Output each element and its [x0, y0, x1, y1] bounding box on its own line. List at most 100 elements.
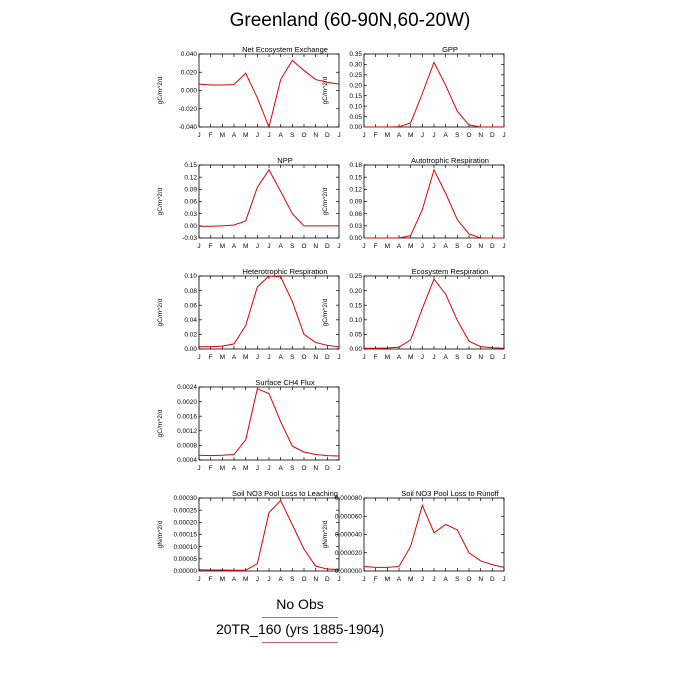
chart-svg: gC/m^2/d0.000.030.060.090.120.150.18J F M A…: [322, 162, 506, 250]
x-tick-label: J: [337, 465, 340, 472]
chart-svg: gC/m^2/d 0.0004 0.0008 0.0012 0.0016 0.0020 0.…: [157, 384, 341, 472]
legend-obs-line: [262, 617, 338, 618]
x-tick-label: S: [455, 354, 460, 361]
y-tick-label: 0.15: [349, 302, 362, 309]
x-tick-label: A: [397, 576, 402, 583]
y-tick-label: 0.0012: [177, 428, 197, 435]
x-tick-label: M: [408, 243, 413, 250]
x-tick-label: D: [325, 243, 330, 250]
x-tick-label: S: [455, 576, 460, 583]
y-axis-label: gC/m^2/d: [157, 76, 164, 104]
y-tick-label: 0.00: [349, 346, 362, 353]
x-tick-label: A: [443, 354, 448, 361]
x-tick-label: S: [290, 132, 295, 139]
y-tick-label: 0.18: [349, 162, 362, 169]
plot-frame: [363, 164, 505, 239]
x-tick-label: F: [209, 576, 213, 583]
x-tick-label: J: [267, 132, 270, 139]
x-tick-label: F: [374, 354, 378, 361]
y-tick-label: 0.000020: [335, 550, 362, 557]
y-axis-label: gN/m^2/d: [157, 520, 164, 548]
x-tick-label: O: [466, 576, 471, 583]
x-tick-label: J: [256, 576, 259, 583]
x-tick-label: S: [455, 132, 460, 139]
y-tick-label: -0.040: [179, 124, 198, 131]
x-tick-label: O: [301, 243, 306, 250]
y-tick-label: 0.00010: [174, 544, 198, 551]
y-tick-label: 0.0024: [177, 384, 197, 391]
y-tick-label: 0.05: [349, 114, 362, 121]
x-tick-label: F: [209, 354, 213, 361]
y-tick-label: 0.30: [349, 62, 362, 69]
y-tick-label: 0.00: [184, 346, 197, 353]
y-tick-label: 0.02: [184, 332, 197, 339]
chart-panel-gpp: GPP gC/m^2/d 0.00 0.05 0.10 0.15 0.20 0.25 0.30 0…: [322, 45, 540, 150]
y-tick-label: 0.0016: [177, 413, 197, 420]
x-tick-label: M: [220, 354, 225, 361]
y-tick-label: 0.12: [184, 174, 197, 181]
x-tick-label: O: [301, 132, 306, 139]
y-tick-label: 0.00030: [174, 495, 198, 502]
y-axis-label: gC/m^2/d: [157, 187, 164, 215]
y-tick-label: 0.0004: [177, 457, 197, 464]
x-tick-label: A: [232, 576, 237, 583]
x-tick-label: A: [397, 243, 402, 250]
plot-frame: [198, 386, 340, 461]
x-tick-label: S: [290, 243, 295, 250]
chart-title: Surface CH4 Flux: [255, 378, 315, 387]
x-tick-label: M: [220, 576, 225, 583]
x-tick-label: J: [197, 576, 200, 583]
x-tick-label: J: [362, 354, 365, 361]
y-tick-label: 0.00000: [174, 568, 198, 575]
x-tick-label: A: [397, 132, 402, 139]
y-tick-label: 0.00: [349, 124, 362, 131]
series-line: [198, 388, 340, 457]
x-tick-label: A: [232, 132, 237, 139]
y-tick-label: 0.000060: [335, 513, 362, 520]
x-tick-label: J: [197, 465, 200, 472]
x-tick-label: J: [256, 132, 259, 139]
x-tick-label: J: [432, 132, 435, 139]
chart-svg: gC/m^2/d0.000.020.040.060.080.10J F M A M J J A…: [157, 273, 341, 361]
y-tick-label: 0.08: [184, 288, 197, 295]
x-tick-label: N: [478, 132, 483, 139]
x-tick-label: D: [325, 132, 330, 139]
y-tick-label: 0.000080: [335, 495, 362, 502]
y-axis-label: gC/m^2/d: [322, 76, 329, 104]
chart-title: Net Ecosystem Exchange: [242, 45, 328, 54]
chart-panel-soil-no3-runoff: Soil NO3 Pool Loss to Runoff gN/m^2/d 0.00…: [322, 489, 540, 594]
x-tick-label: M: [408, 132, 413, 139]
x-tick-label: M: [243, 243, 248, 250]
y-tick-label: 0.00025: [174, 507, 198, 514]
x-tick-label: O: [301, 354, 306, 361]
x-tick-label: J: [337, 243, 340, 250]
x-tick-label: N: [478, 354, 483, 361]
y-tick-label: 0.20: [349, 288, 362, 295]
x-tick-label: A: [278, 354, 283, 361]
x-tick-label: M: [243, 354, 248, 361]
series-line: [199, 275, 340, 348]
x-tick-label: O: [301, 465, 306, 472]
x-tick-label: A: [278, 465, 283, 472]
y-axis-label: gN/m^2/d: [322, 520, 329, 548]
x-tick-label: N: [313, 354, 318, 361]
x-tick-label: J: [502, 243, 505, 250]
x-tick-label: N: [313, 576, 318, 583]
x-tick-label: J: [337, 354, 340, 361]
x-tick-label: J: [267, 576, 270, 583]
x-tick-label: A: [232, 465, 237, 472]
series-line: [199, 168, 339, 227]
y-axis-label: gC/m^2/d: [322, 298, 329, 326]
x-tick-label: J: [421, 576, 424, 583]
x-tick-label: J: [502, 576, 505, 583]
x-tick-label: F: [374, 132, 378, 139]
x-tick-label: M: [385, 354, 390, 361]
x-tick-label: M: [243, 465, 248, 472]
x-tick-label: A: [443, 132, 448, 139]
y-tick-label: 0.15: [184, 162, 197, 169]
x-tick-label: S: [290, 576, 295, 583]
y-tick-label: 0.00: [349, 235, 362, 242]
x-tick-label: A: [278, 576, 283, 583]
x-tick-label: D: [325, 354, 330, 361]
x-tick-label: D: [490, 576, 495, 583]
